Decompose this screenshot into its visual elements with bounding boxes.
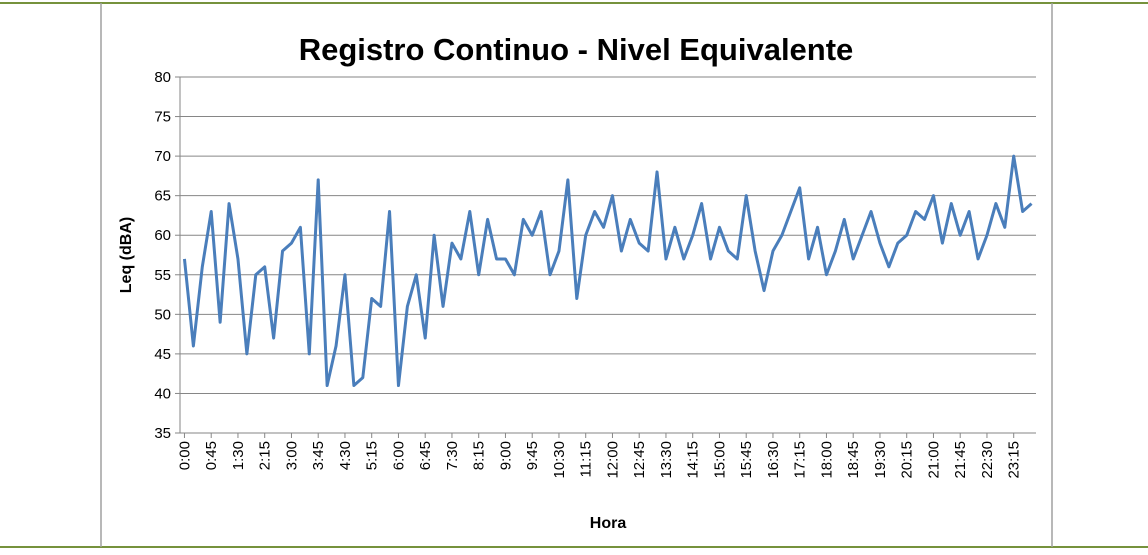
x-tick-label: 12:45: [631, 441, 648, 479]
x-tick-label: 0:00: [176, 441, 193, 470]
y-axis-label: Leq (dBA): [118, 217, 135, 293]
y-tick-label: 55: [154, 267, 171, 284]
x-tick-label: 16:30: [765, 441, 782, 479]
x-tick-label: 4:30: [337, 441, 354, 470]
y-tick-label: 75: [154, 109, 171, 126]
x-tick-label: 20:15: [899, 441, 916, 479]
x-tick-label: 12:00: [604, 441, 621, 479]
x-tick-label: 2:15: [257, 441, 274, 470]
y-tick-label: 65: [154, 188, 171, 205]
x-tick-label: 7:30: [444, 441, 461, 470]
y-tick-label: 50: [154, 306, 171, 323]
chart-title: Registro Continuo - Nivel Equivalente: [299, 32, 854, 67]
x-tick-label: 22:30: [979, 441, 996, 479]
x-tick-label: 6:45: [417, 441, 434, 470]
x-tick-label: 14:15: [685, 441, 702, 479]
x-tick-label: 15:00: [711, 441, 728, 479]
x-tick-label: 13:30: [658, 441, 675, 479]
x-tick-label: 21:45: [952, 441, 969, 479]
y-tick-label: 40: [154, 385, 171, 402]
x-tick-label: 9:45: [524, 441, 541, 470]
x-tick-label: 5:15: [364, 441, 381, 470]
y-tick-label: 80: [154, 69, 171, 86]
x-tick-label: 8:15: [471, 441, 488, 470]
x-tick-label: 18:00: [818, 441, 835, 479]
y-tick-label: 70: [154, 148, 171, 165]
x-tick-label: 6:00: [390, 441, 407, 470]
y-tick-label: 35: [154, 425, 171, 442]
x-axis-label: Hora: [590, 515, 627, 532]
y-tick-label: 45: [154, 346, 171, 363]
data-line: [182, 154, 1033, 388]
x-tick-label: 18:45: [845, 441, 862, 479]
x-tick-label: 21:00: [925, 441, 942, 479]
x-tick-label: 3:00: [283, 441, 300, 470]
x-tick-label: 1:30: [230, 441, 247, 470]
x-tick-label: 3:45: [310, 441, 327, 470]
x-tick-label: 15:45: [738, 441, 755, 479]
x-tick-label: 19:30: [872, 441, 889, 479]
y-tick-label: 60: [154, 227, 171, 244]
x-tick-label: 23:15: [1006, 441, 1023, 479]
x-tick-label: 9:00: [497, 441, 514, 470]
x-tick-label: 0:45: [203, 441, 220, 470]
x-tick-label: 17:15: [792, 441, 809, 479]
x-tick-label: 10:30: [551, 441, 568, 479]
x-tick-label: 11:15: [578, 441, 595, 477]
